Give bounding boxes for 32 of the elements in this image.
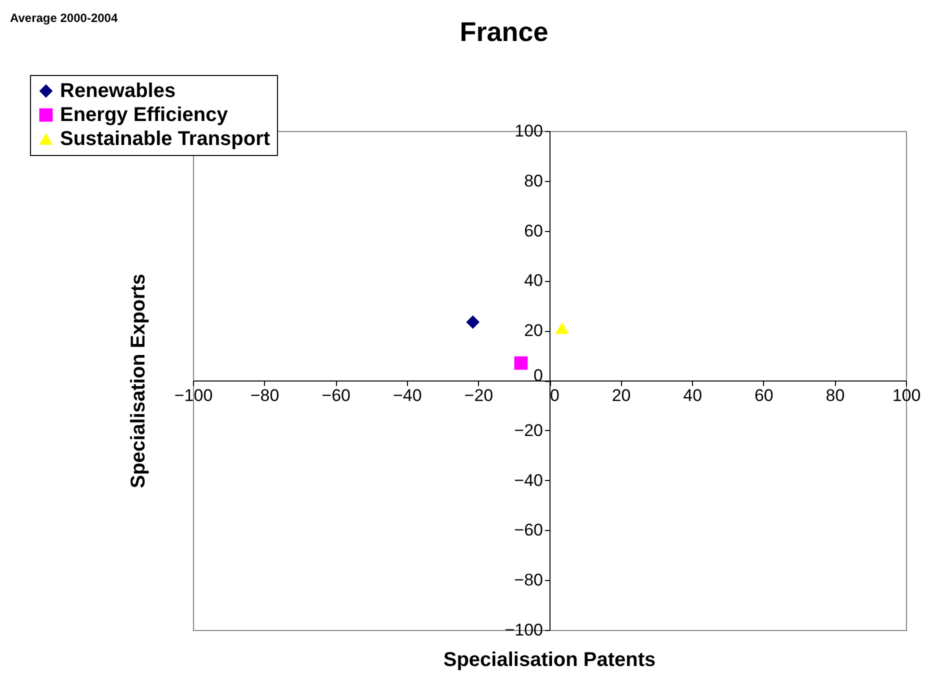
y-tick-label: −40: [514, 470, 543, 490]
y-tick-label: 20: [524, 321, 543, 340]
x-tick-label: −80: [250, 386, 280, 405]
x-tick-label: −20: [464, 386, 494, 405]
point: [466, 315, 480, 329]
x-tick-label: 100: [892, 386, 921, 405]
y-tick-label: 100: [514, 122, 543, 140]
legend-label: Sustainable Transport: [60, 128, 270, 150]
x-tick-label: 60: [754, 386, 774, 405]
x-tick-label: −100: [174, 386, 213, 405]
text: Average 2000-2004: [10, 11, 118, 25]
point: [555, 322, 569, 334]
y-tick-label: 60: [524, 221, 543, 240]
y-tick-label: 40: [524, 271, 543, 290]
y-axis-title: Specialisation Exports: [128, 274, 150, 488]
x-tick-label: −40: [392, 386, 422, 405]
y-tick-label: −20: [514, 420, 543, 440]
chart-title: France: [460, 17, 548, 47]
y-tick-label: −100: [504, 620, 543, 640]
legend-label: Energy Efficiency: [60, 104, 229, 126]
point: [514, 356, 528, 370]
x-tick-label: 0: [550, 386, 560, 405]
x-tick-label: −60: [322, 386, 351, 405]
x-tick-label: 40: [683, 386, 702, 405]
y-tick-label: −60: [514, 520, 543, 540]
y-tick-label: 80: [524, 171, 543, 190]
x-tick-label: 80: [826, 386, 845, 405]
y-tick-label: 0: [534, 366, 543, 385]
x-tick-label: 20: [612, 386, 631, 405]
y-tick-label: −80: [514, 570, 543, 590]
x-axis-title: Specialisation Patents: [443, 649, 656, 671]
legend-label: Renewables: [60, 80, 176, 102]
